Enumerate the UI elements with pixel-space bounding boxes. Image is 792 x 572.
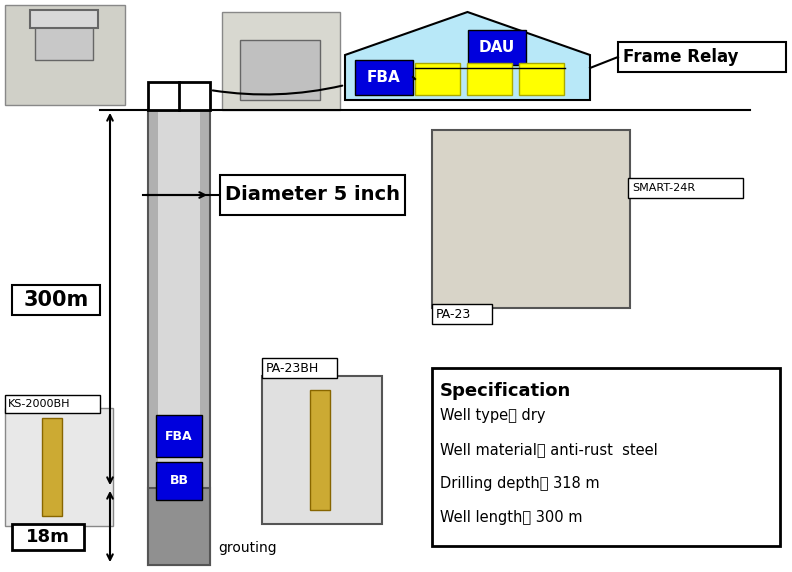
Bar	[148, 488, 210, 565]
Text: FBA: FBA	[166, 430, 192, 443]
Bar	[432, 130, 630, 308]
Text: DAU: DAU	[479, 39, 515, 54]
Text: Frame Relay: Frame Relay	[623, 48, 738, 66]
Bar	[519, 63, 564, 95]
Text: Specification: Specification	[440, 382, 571, 400]
Text: BB: BB	[169, 475, 188, 487]
Text: Well type： dry: Well type： dry	[440, 408, 546, 423]
Bar	[467, 63, 512, 95]
Bar	[158, 112, 200, 563]
Bar	[355, 60, 413, 95]
Text: Well material： anti-rust  steel: Well material： anti-rust steel	[440, 442, 657, 457]
Bar	[220, 175, 405, 215]
Bar	[262, 376, 382, 524]
Bar	[12, 285, 100, 315]
Bar	[262, 358, 337, 378]
Text: PA-23BH: PA-23BH	[266, 362, 319, 375]
Bar	[148, 110, 210, 565]
Bar	[432, 304, 492, 324]
Bar	[310, 390, 330, 510]
Text: 18m: 18m	[26, 528, 70, 546]
Text: Well length： 300 m: Well length： 300 m	[440, 510, 582, 525]
Bar	[432, 368, 780, 546]
Bar	[30, 10, 98, 28]
Bar	[240, 40, 320, 100]
Bar	[415, 63, 460, 95]
Bar	[42, 418, 62, 516]
Text: 300m: 300m	[24, 290, 89, 310]
Bar	[5, 395, 100, 413]
Text: KS-2000BH: KS-2000BH	[8, 399, 70, 409]
Text: FBA: FBA	[367, 70, 401, 85]
Text: SMART-24R: SMART-24R	[632, 183, 695, 193]
Polygon shape	[345, 12, 590, 100]
Bar	[5, 5, 125, 105]
Bar	[12, 524, 84, 550]
Text: grouting: grouting	[218, 541, 276, 555]
Text: Diameter 5 inch: Diameter 5 inch	[225, 185, 400, 205]
Bar	[5, 408, 113, 526]
Bar	[35, 15, 93, 60]
Bar	[628, 178, 743, 198]
Text: PA-23: PA-23	[436, 308, 471, 320]
Bar	[618, 42, 786, 72]
Bar	[148, 82, 210, 110]
Bar	[156, 415, 202, 457]
Text: Drilling depth： 318 m: Drilling depth： 318 m	[440, 476, 600, 491]
Bar	[156, 462, 202, 500]
Bar	[222, 12, 340, 110]
Bar	[468, 30, 526, 65]
